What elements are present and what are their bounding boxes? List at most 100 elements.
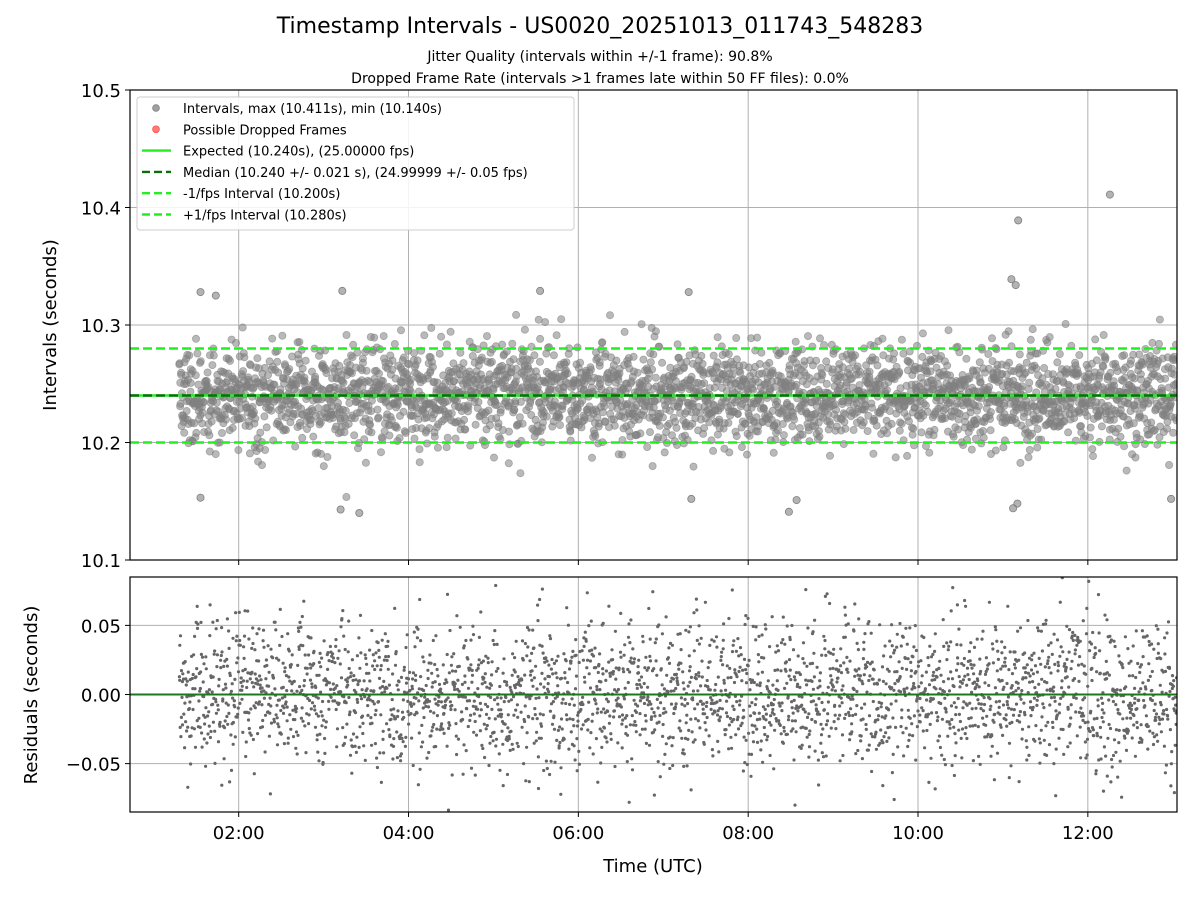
residual-point [365,662,369,666]
residual-point [607,721,612,725]
residual-point [779,732,783,736]
residual-point [558,725,562,729]
residual-point [533,713,537,717]
residual-point [299,716,303,720]
residual-point [732,717,736,722]
residual-point [611,658,615,662]
interval-point [1155,315,1164,324]
residual-point [593,646,597,650]
residual-point [800,695,804,699]
residual-point [763,707,767,712]
interval-point [1074,368,1083,377]
residual-point [714,682,718,687]
interval-outlier-point [211,291,220,300]
residual-point [619,611,623,616]
interval-point [257,461,266,470]
residual-point [784,669,788,673]
residual-point [754,638,758,642]
residual-point [591,654,596,658]
residual-point [317,660,321,665]
residual-point [185,679,189,683]
residual-point [616,696,620,700]
residual-point [424,683,428,688]
residual-point [231,696,235,700]
residual-point [341,726,345,730]
interval-point [370,333,379,342]
interval-point [508,339,517,348]
residual-point [532,741,536,745]
interval-point [536,334,545,343]
residual-point [764,712,769,716]
residual-point [717,750,721,754]
residual-point [483,672,487,676]
residual-point [766,704,770,708]
residual-point [381,729,385,733]
residual-point [552,661,557,666]
residual-point [516,744,520,749]
interval-point [868,403,877,412]
interval-point [525,356,534,365]
residual-point [769,723,773,727]
residual-point [617,666,621,670]
residual-point [331,652,335,656]
residual-point [470,673,475,677]
residual-point [664,710,668,714]
residual-point [181,672,185,676]
residual-point [251,641,255,646]
interval-point [268,334,277,343]
residual-point [524,779,528,783]
residual-point [541,651,545,655]
residual-point [807,745,812,749]
residual-point [441,663,445,667]
residual-point [798,672,803,677]
residual-point [321,699,325,704]
interval-point [396,326,405,335]
interval-point [655,421,664,430]
interval-point [798,430,807,439]
residual-point [602,707,606,711]
residual-point [768,645,772,649]
interval-point [263,371,272,380]
residual-point [399,675,404,680]
interval-point [965,374,974,383]
residual-point [593,698,597,703]
residual-point [683,697,687,702]
residual-point [575,737,579,741]
interval-point [1163,424,1172,433]
intervals-y-ticks: 10.110.210.310.410.5 [81,81,130,572]
interval-point [832,405,841,414]
residual-point [643,713,648,718]
residual-point [182,712,186,716]
interval-point [273,357,282,366]
residual-point [426,668,430,672]
residual-point [351,732,356,736]
residual-point [448,628,452,633]
interval-point [542,412,551,421]
residual-point [791,648,796,652]
residual-point [318,651,322,656]
interval-point [732,333,741,342]
residual-point [304,751,308,755]
residual-point [677,667,681,671]
residual-point [409,701,413,705]
residual-point [717,719,722,723]
residual-point [520,678,524,682]
residual-point [793,719,798,723]
residual-point [568,702,572,707]
interval-point [636,429,645,438]
residual-point [490,660,494,664]
residual-point [412,630,416,634]
residual-point [644,741,649,746]
residual-point [224,686,228,690]
interval-point [778,419,787,428]
residual-point [334,707,338,712]
residual-point [406,677,411,681]
residual-point [805,715,810,720]
residual-point [790,719,795,723]
residual-point [747,658,751,663]
residual-point [657,720,661,724]
residual-point [238,638,242,643]
interval-point [648,462,657,471]
interval-point [387,416,396,425]
residual-point [644,719,648,723]
